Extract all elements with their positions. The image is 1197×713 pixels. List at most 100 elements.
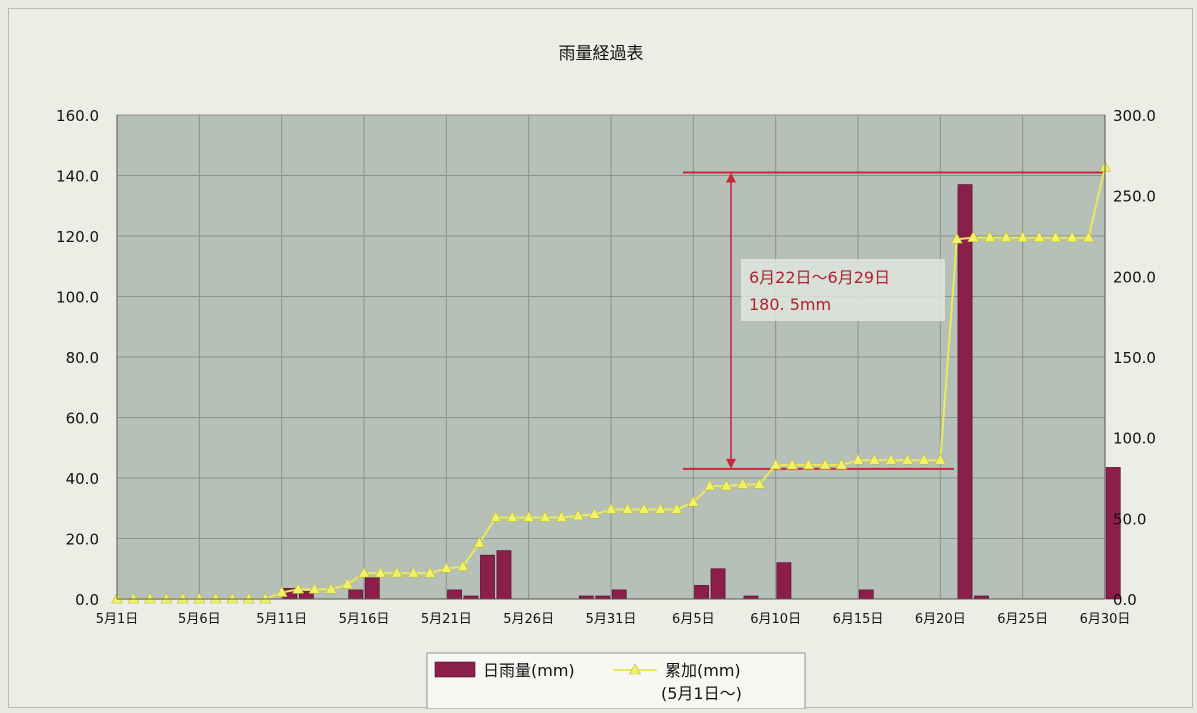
cumulative-marker xyxy=(967,230,980,242)
x-tick-label: 5月16日 xyxy=(339,612,390,627)
cumulative-marker xyxy=(720,479,733,491)
annotation-group: 6月22日～6月29日 180. 5mm xyxy=(683,171,1105,470)
cumulative-marker xyxy=(489,510,502,522)
cumulative-marker xyxy=(654,502,667,514)
cumulative-marker xyxy=(1000,230,1013,242)
cumulative-marker xyxy=(901,453,914,465)
y-left-tick-label: 0.0 xyxy=(75,591,99,609)
cumulative-marker xyxy=(588,507,601,519)
cumulative-marker xyxy=(390,566,403,578)
cumulative-marker xyxy=(753,477,766,489)
cumulative-marker xyxy=(308,582,321,594)
x-tick-label: 5月6日 xyxy=(178,612,221,627)
cumulative-marker xyxy=(127,592,140,604)
legend-bar-label: 日雨量(mm) xyxy=(483,661,575,680)
cumulative-marker xyxy=(621,502,634,514)
y-left-tick-label: 120.0 xyxy=(56,228,99,246)
cumulative-marker xyxy=(160,592,173,604)
y-left-tick-label: 80.0 xyxy=(66,349,99,367)
cumulative-marker xyxy=(325,582,338,594)
x-tick-label: 5月26日 xyxy=(503,612,554,627)
y-right-tick-label: 250.0 xyxy=(1113,188,1156,206)
x-tick-label: 6月10日 xyxy=(750,612,801,627)
cumulative-marker xyxy=(176,592,189,604)
cumulative-marker xyxy=(209,592,222,604)
rain-bar xyxy=(480,554,495,600)
cumulative-marker xyxy=(407,566,420,578)
cumulative-marker xyxy=(506,510,519,522)
annotation-arrow-head-up xyxy=(726,172,736,183)
chart-title: 雨量経過表 xyxy=(559,44,644,64)
rainfall-chart: 雨量経過表 6月22日～6月29日 180. 5mm 0.0 20.0 40.0 60.… xyxy=(56,44,1156,709)
rain-bar xyxy=(611,589,627,600)
y-left-tick-label: 60.0 xyxy=(66,410,99,428)
cumulative-marker xyxy=(193,592,206,604)
rain-bar xyxy=(710,568,726,600)
cumulative-marker xyxy=(884,453,897,465)
rain-bar xyxy=(957,184,973,600)
cumulative-marker xyxy=(736,477,749,489)
rain-bar xyxy=(364,577,380,600)
cumulative-marker xyxy=(802,458,815,470)
x-tick-label: 6月25日 xyxy=(997,612,1048,627)
x-tick-label: 5月11日 xyxy=(256,612,307,627)
y-right-tick-label: 0.0 xyxy=(1113,591,1137,609)
daily-rain-bars xyxy=(282,184,1121,600)
rain-bar xyxy=(348,589,364,600)
y-left-tick-label: 20.0 xyxy=(66,531,99,549)
y-right-tick-label: 100.0 xyxy=(1113,430,1156,448)
y-left-tick-label: 100.0 xyxy=(56,289,99,307)
rain-bar xyxy=(496,550,512,600)
cumulative-marker xyxy=(357,566,371,578)
cumulative-marker xyxy=(522,510,535,522)
cumulative-marker xyxy=(374,566,387,578)
y-right-tick-label: 200.0 xyxy=(1113,268,1156,286)
rain-bar xyxy=(776,562,792,600)
cumulative-marker xyxy=(226,592,239,604)
cumulative-marker xyxy=(572,509,585,521)
cumulative-marker xyxy=(835,458,848,470)
cumulative-marker xyxy=(687,495,700,507)
cumulative-marker xyxy=(259,592,272,604)
cumulative-marker xyxy=(539,510,552,522)
annotation-label-line2: 180. 5mm xyxy=(749,295,831,314)
cumulative-marker xyxy=(242,592,255,604)
annotation-arrow-head-down xyxy=(726,458,736,469)
cumulative-marker xyxy=(440,561,453,573)
cumulative-marker xyxy=(983,230,996,242)
rain-bar xyxy=(858,589,874,600)
annotation-label-line1: 6月22日～6月29日 xyxy=(749,268,890,287)
cumulative-marker xyxy=(819,458,832,470)
x-tick-label: 6月20日 xyxy=(915,612,966,627)
cumulative-marker xyxy=(703,479,716,491)
y-left-tick-label: 160.0 xyxy=(56,107,99,125)
cumulative-marker xyxy=(786,458,799,470)
axes: 0.0 20.0 40.0 60.0 80.0 100.0 120.0 140.0 160.0 0… xyxy=(56,107,1156,627)
cumulative-marker xyxy=(769,458,782,470)
x-tick-label: 6月15日 xyxy=(833,612,884,627)
legend-bar-swatch xyxy=(434,661,476,678)
cumulative-marker xyxy=(950,232,963,244)
y-left-tick-label: 140.0 xyxy=(56,168,99,186)
y-left-tick-label: 40.0 xyxy=(66,470,99,488)
cumulative-marker xyxy=(1066,230,1079,242)
annotation-label-box xyxy=(741,259,945,321)
chart-frame: 雨量経過表 6月22日～6月29日 180. 5mm 0.0 20.0 40.0 60.… xyxy=(8,8,1193,709)
rain-bar xyxy=(447,589,462,600)
cumulative-marker xyxy=(934,453,947,465)
cumulative-marker xyxy=(292,582,305,594)
legend-line-label: 累加(mm) xyxy=(665,661,741,680)
cumulative-marker xyxy=(637,502,650,514)
cumulative-marker xyxy=(473,536,486,548)
legend-line-label-sub: (5月1日～) xyxy=(661,684,742,703)
rain-bar xyxy=(1105,467,1121,600)
cumulative-marker xyxy=(555,510,568,522)
cumulative-marker xyxy=(1033,230,1046,242)
y-right-tick-label: 150.0 xyxy=(1113,349,1156,367)
cumulative-marker xyxy=(423,566,436,578)
cumulative-marker xyxy=(275,585,288,597)
legend-line-marker xyxy=(628,663,642,675)
cumulative-marker xyxy=(1082,230,1095,242)
cumulative-line xyxy=(110,160,1112,604)
x-tick-label: 5月1日 xyxy=(96,612,139,627)
